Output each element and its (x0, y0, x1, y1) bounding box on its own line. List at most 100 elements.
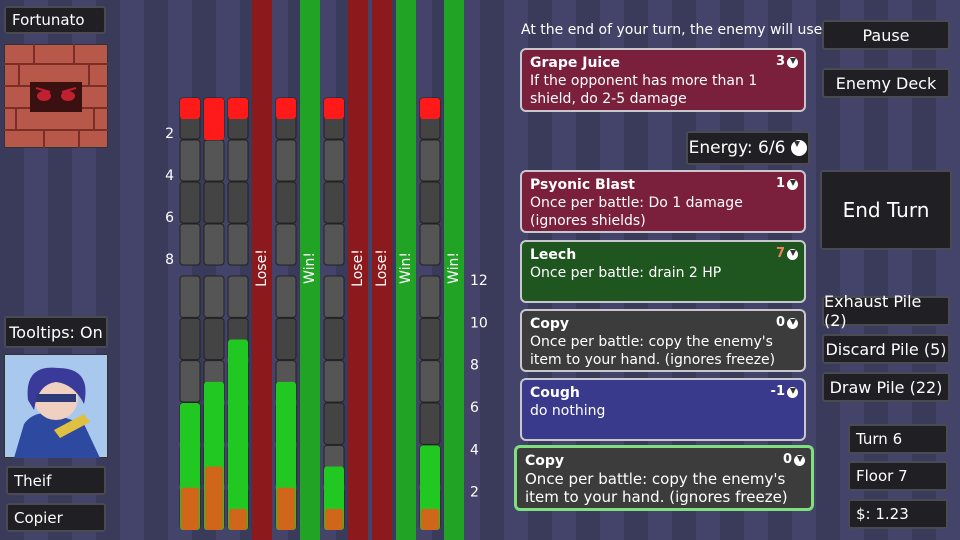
enemy-slot (203, 223, 225, 266)
player-slot (275, 317, 297, 361)
enemy-fill (180, 98, 200, 119)
intent-heading: At the end of your turn, the enemy will … (521, 22, 828, 38)
enemy-slot (275, 181, 297, 224)
card-name: Copy (530, 316, 570, 332)
card-name: Grape Juice (530, 55, 621, 71)
card-cost-value: 0 (775, 315, 785, 330)
player-slot (323, 317, 345, 361)
card-name: Cough (530, 385, 580, 401)
player-slot (323, 360, 345, 403)
exhaust-pile-button[interactable]: Exhaust Pile (2) (822, 292, 950, 330)
enemy-fill (420, 98, 440, 119)
player-scale-label: 2 (470, 485, 479, 501)
result-label: Win! (446, 252, 462, 284)
player-slot (227, 275, 249, 318)
energy-text: Energy: 6/6 (688, 138, 786, 158)
win-column (300, 0, 320, 540)
enemy-slot (227, 181, 249, 224)
lose-column (252, 0, 272, 540)
result-label: Win! (302, 252, 318, 284)
turn-counter: Turn 6 (848, 424, 948, 454)
player-scale-label: 12 (470, 273, 488, 289)
card-text: Once per battle: Do 1 damage (ignores sh… (530, 195, 743, 229)
bonus-fill (277, 487, 295, 530)
enemy-slot (227, 223, 249, 266)
win-column (444, 0, 464, 540)
energy-icon (787, 178, 798, 190)
card-cost-value: 7 (775, 246, 785, 261)
card-cost: 7 (776, 245, 798, 263)
enemy-scale-label: 6 (165, 210, 174, 226)
result-label: Lose! (254, 249, 270, 287)
end-turn-button[interactable]: End Turn (820, 170, 952, 250)
card-cost: 1 (776, 175, 798, 193)
player-scale-label: 4 (470, 442, 479, 458)
bonus-fill (181, 487, 199, 530)
enemy-slot (275, 223, 297, 266)
card[interactable]: Copy 0 Once per battle: copy the enemy's i… (514, 445, 814, 511)
card[interactable]: Cough -1 do nothing (520, 378, 806, 441)
enemy-slot (179, 139, 201, 182)
player-slot (179, 275, 201, 318)
result-label: Win! (398, 252, 414, 284)
tooltips-toggle[interactable]: Tooltips: On (4, 316, 108, 348)
player-class: Theif (6, 466, 106, 495)
enemy-slot (227, 139, 249, 182)
bonus-fill (325, 508, 343, 530)
card[interactable]: Grape Juice 3 If the opponent has more tha… (520, 48, 806, 112)
player-slot (203, 317, 225, 361)
floor-counter: Floor 7 (848, 461, 948, 491)
energy-icon (791, 140, 808, 156)
money-counter: $: 1.23 (848, 499, 948, 529)
enemy-name: Fortunato (4, 6, 106, 34)
enemy-slot (179, 181, 201, 224)
card[interactable]: Leech 7 Once per battle: drain 2 HP (520, 240, 806, 303)
player-slot (323, 402, 345, 445)
card[interactable]: Copy 0 Once per battle: copy the enemy's i… (520, 309, 806, 372)
player-slot (323, 275, 345, 318)
player-slot (179, 317, 201, 361)
gauge: 2 4 6 8 12 10 8 6 4 2 Lose! Win! Lose! Lose! Win! Win! (165, 0, 488, 540)
result-label: Lose! (374, 249, 390, 287)
result-label: Lose! (350, 249, 366, 287)
player-fill (228, 339, 248, 530)
enemy-fill (228, 98, 248, 119)
enemy-scale-label: 4 (165, 168, 174, 184)
player-portrait (4, 354, 108, 458)
player-slot (419, 402, 441, 445)
player-slot (203, 275, 225, 318)
player-slot (179, 360, 201, 403)
player-ability: Copier (6, 503, 106, 532)
enemy-scale-label: 8 (165, 252, 174, 268)
card-cost: -1 (771, 383, 798, 401)
card-text: Once per battle: copy the enemy's item t… (525, 470, 788, 506)
enemy-fill (276, 98, 296, 119)
energy-icon (787, 56, 798, 68)
energy-icon (787, 386, 798, 398)
enemy-slot (203, 181, 225, 224)
card[interactable]: Psyonic Blast 1 Once per battle: Do 1 dama… (520, 170, 806, 233)
energy-icon (787, 248, 798, 260)
player-slot (275, 275, 297, 318)
card-cost: 0 (783, 451, 805, 469)
discard-pile-button[interactable]: Discard Pile (5) (822, 334, 950, 364)
card-name: Leech (530, 247, 577, 263)
enemy-slot (203, 139, 225, 182)
enemy-fill (324, 98, 344, 119)
player-scale-label: 10 (470, 315, 488, 331)
pause-button[interactable]: Pause (822, 20, 950, 50)
card-text: Once per battle: drain 2 HP (530, 265, 722, 281)
enemy-deck-button[interactable]: Enemy Deck (822, 68, 950, 98)
win-column (396, 0, 416, 540)
player-scale-label: 6 (470, 400, 479, 416)
bonus-fill (229, 508, 247, 530)
draw-pile-button[interactable]: Draw Pile (22) (822, 372, 950, 402)
card-name: Copy (525, 453, 565, 469)
player-slot (419, 317, 441, 361)
card-cost: 0 (776, 314, 798, 332)
lose-column (372, 0, 392, 540)
enemy-slot (323, 139, 345, 182)
card-text: If the opponent has more than 1 shield, … (530, 73, 758, 107)
card-text: do nothing (530, 403, 606, 419)
